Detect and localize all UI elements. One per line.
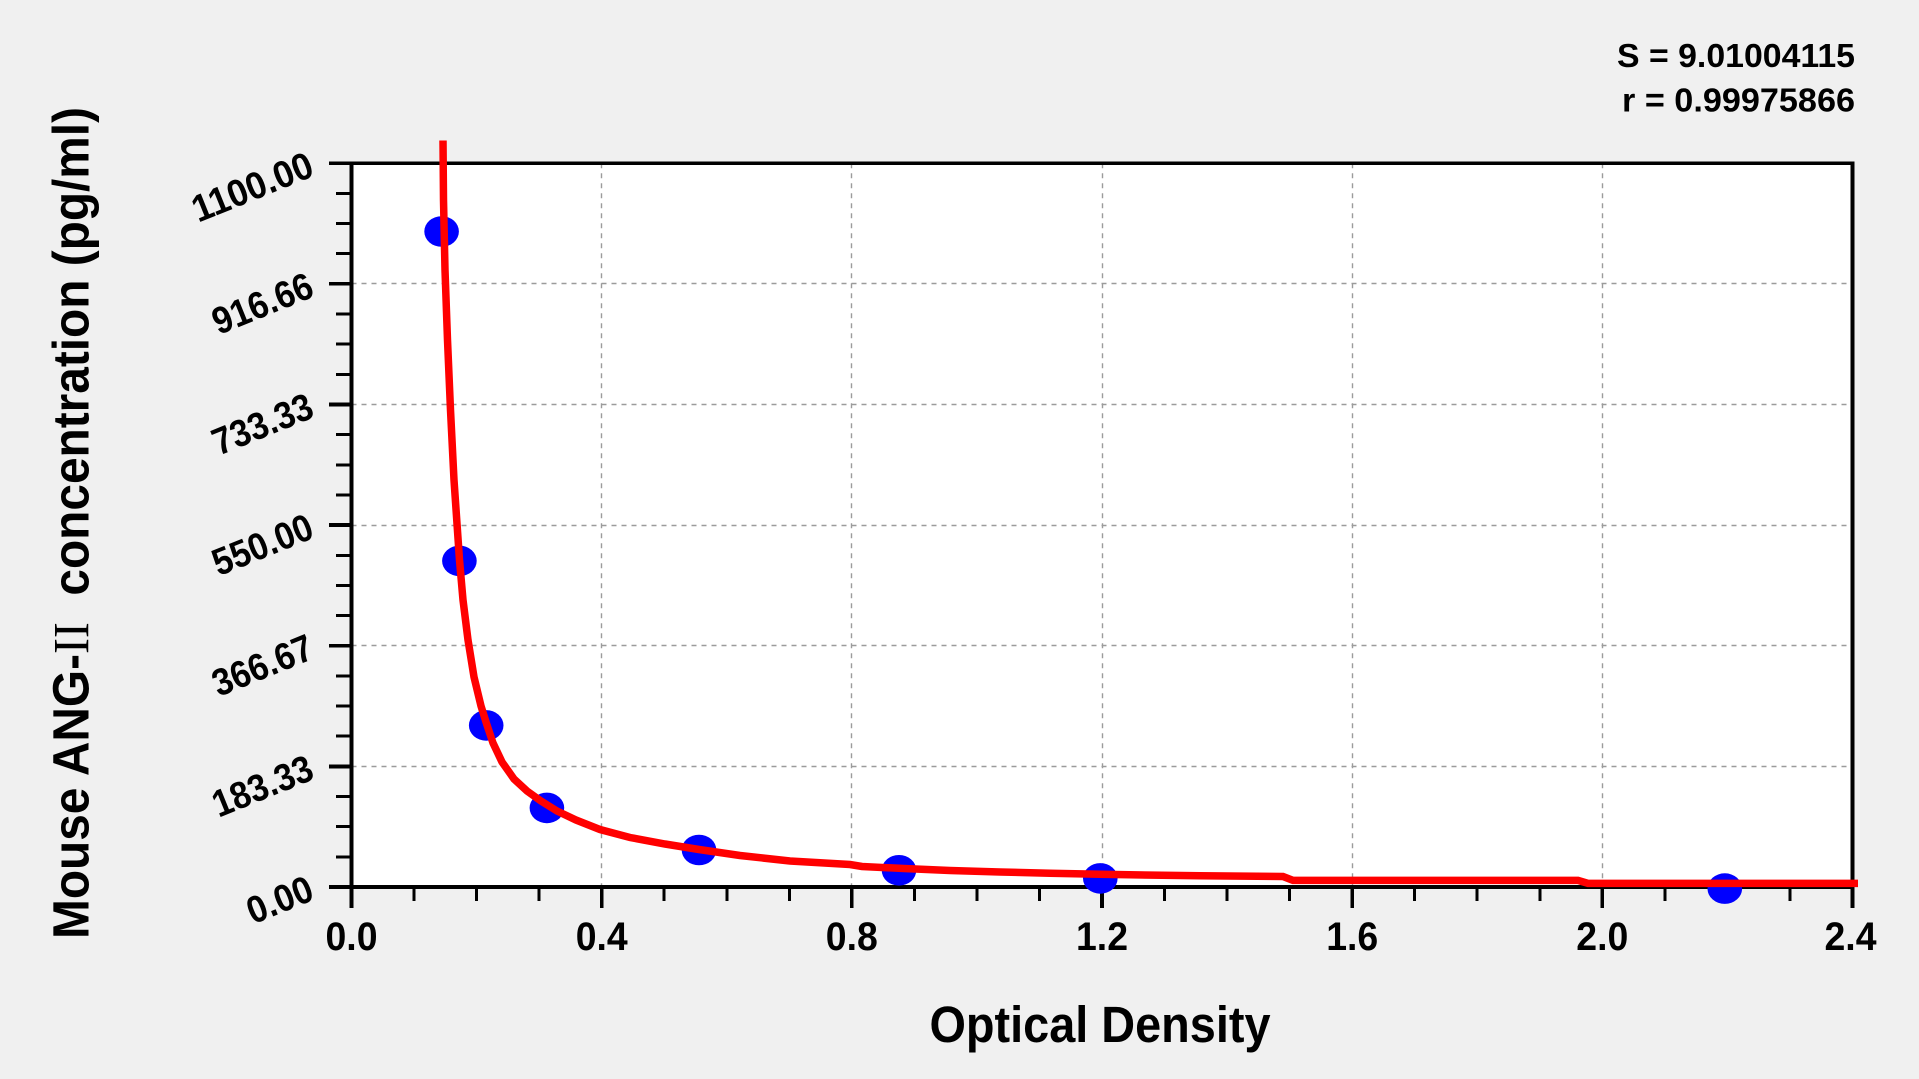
svg-text:Mouse ANG-II concentration (p: Mouse ANG-II concentration (pg/ml)	[42, 107, 100, 939]
svg-text:2.0: 2.0	[1576, 915, 1628, 959]
svg-text:2.4: 2.4	[1825, 915, 1878, 959]
svg-text:S = 9.01004115: S = 9.01004115	[1617, 37, 1855, 74]
svg-text:0.8: 0.8	[826, 915, 878, 959]
svg-text:r = 0.99975866: r = 0.99975866	[1622, 82, 1855, 119]
svg-text:0.4: 0.4	[576, 915, 629, 959]
svg-text:0.0: 0.0	[326, 915, 378, 959]
svg-text:Optical Density: Optical Density	[930, 996, 1272, 1053]
svg-text:1.6: 1.6	[1326, 915, 1378, 959]
svg-text:1.2: 1.2	[1076, 915, 1128, 959]
